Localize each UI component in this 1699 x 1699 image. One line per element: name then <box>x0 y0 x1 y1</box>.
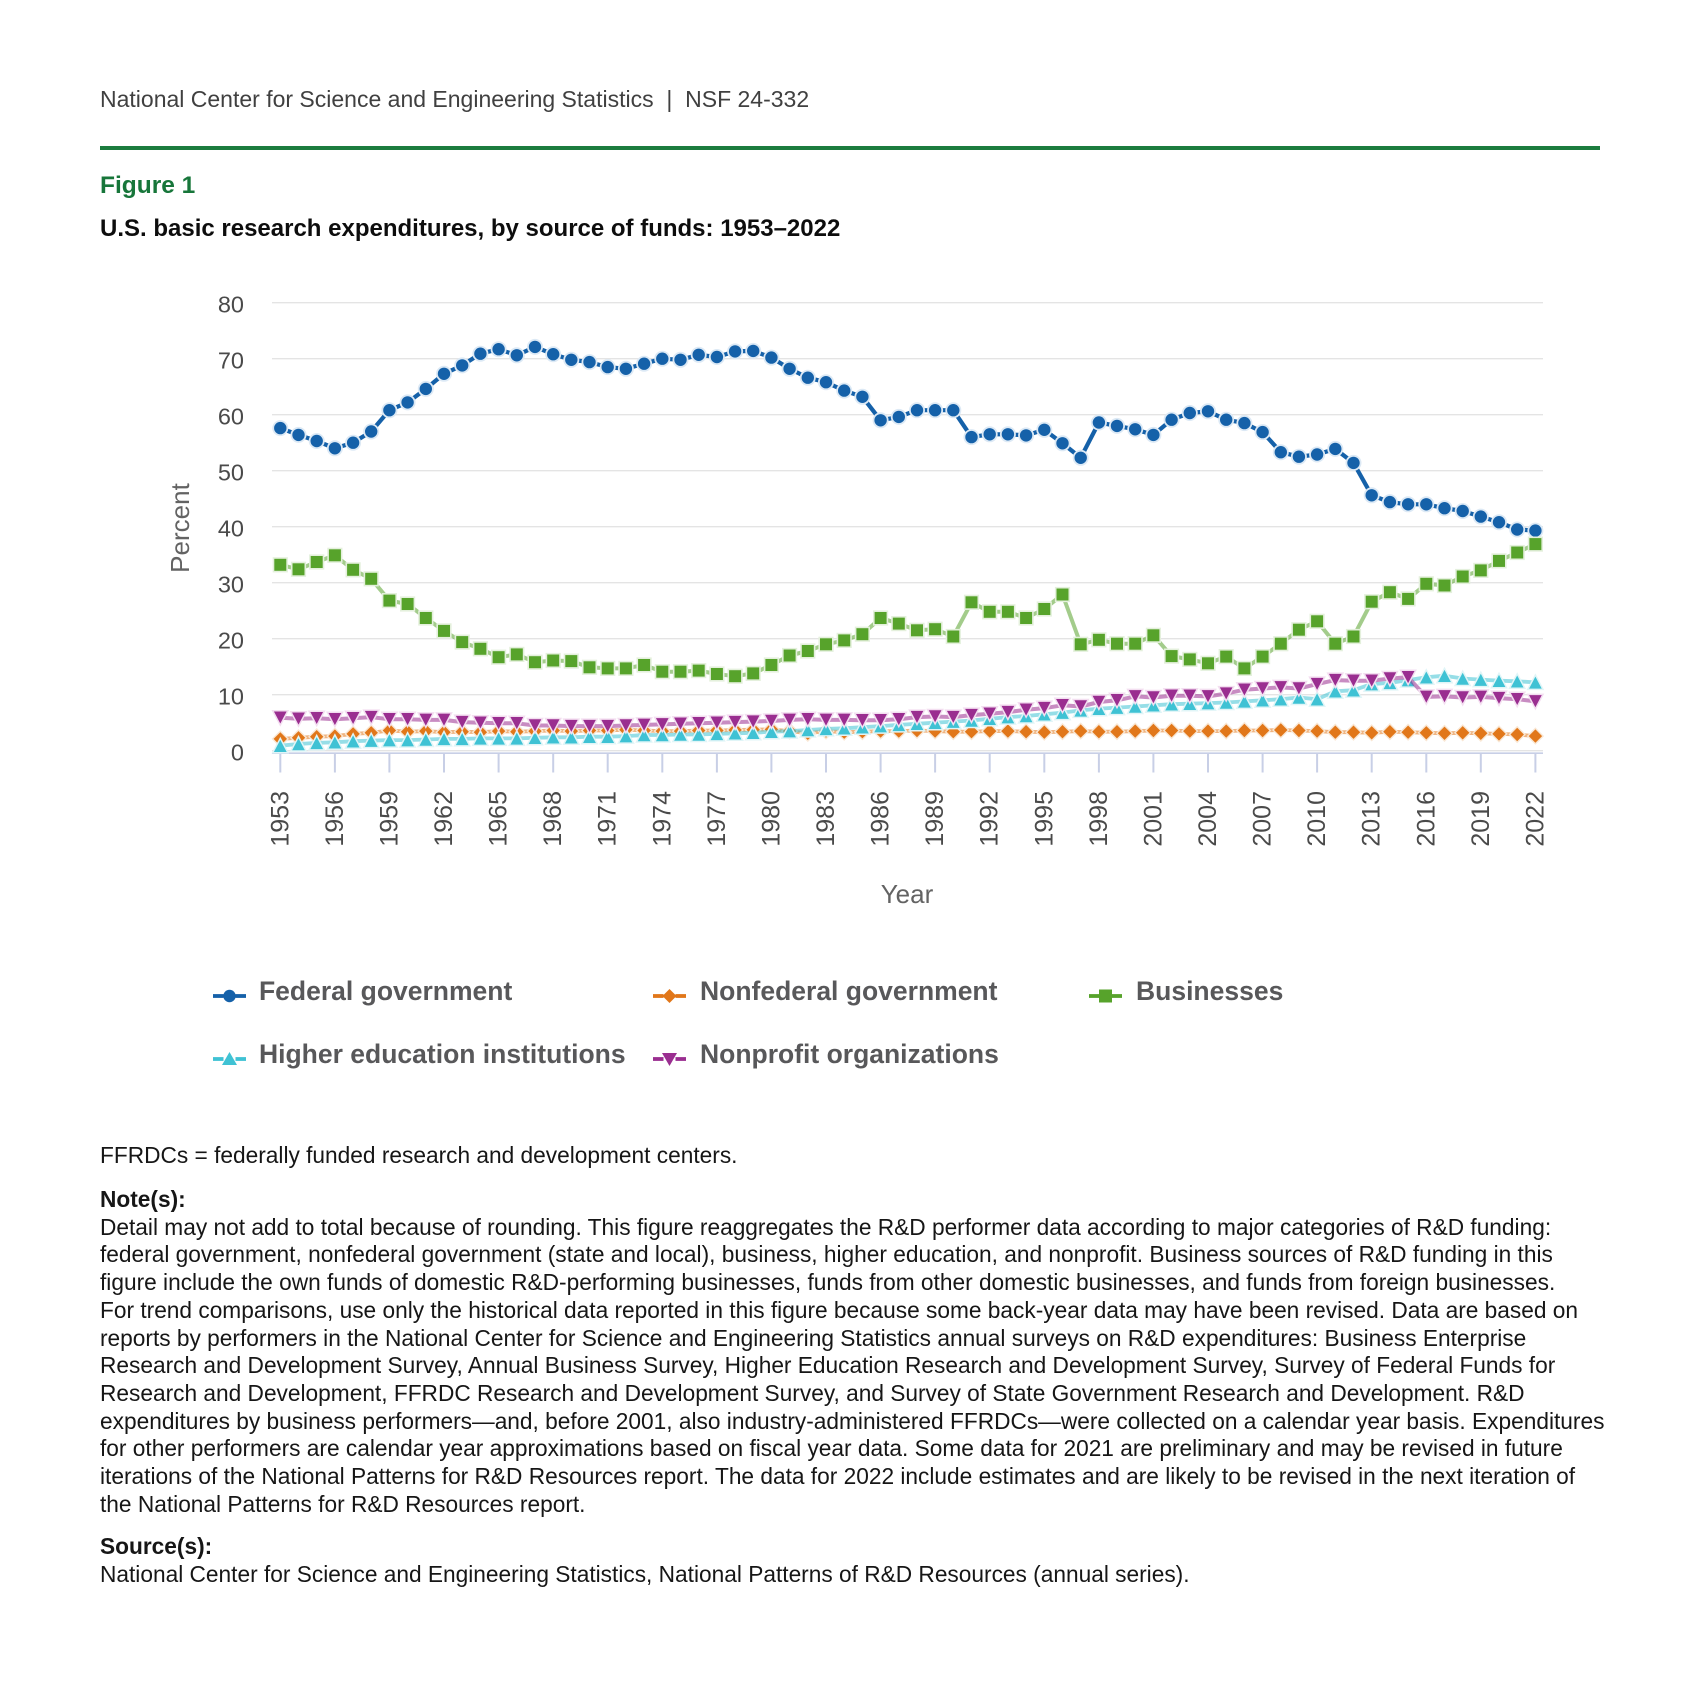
svg-text:1983: 1983 <box>812 791 840 847</box>
svg-text:1980: 1980 <box>757 791 785 847</box>
svg-text:Percent: Percent <box>165 482 195 572</box>
svg-text:1962: 1962 <box>430 791 458 847</box>
svg-text:70: 70 <box>218 348 244 374</box>
svg-text:2004: 2004 <box>1194 791 1222 847</box>
svg-text:1953: 1953 <box>266 791 294 847</box>
svg-text:1992: 1992 <box>976 791 1004 847</box>
svg-text:1968: 1968 <box>539 791 567 847</box>
svg-text:2016: 2016 <box>1412 791 1440 847</box>
svg-text:2013: 2013 <box>1358 791 1386 847</box>
svg-text:Year: Year <box>881 879 934 909</box>
svg-text:1974: 1974 <box>648 791 676 847</box>
svg-text:1977: 1977 <box>703 791 731 847</box>
svg-text:1959: 1959 <box>375 791 403 847</box>
svg-text:1956: 1956 <box>321 791 349 847</box>
svg-text:80: 80 <box>218 292 244 318</box>
svg-text:1998: 1998 <box>1085 791 1113 847</box>
svg-text:2019: 2019 <box>1467 791 1495 847</box>
svg-text:1989: 1989 <box>921 791 949 847</box>
svg-text:10: 10 <box>218 684 244 710</box>
svg-text:30: 30 <box>218 572 244 598</box>
svg-text:2022: 2022 <box>1521 791 1549 847</box>
svg-text:50: 50 <box>218 460 244 486</box>
svg-text:60: 60 <box>218 404 244 430</box>
svg-text:0: 0 <box>231 740 244 766</box>
svg-text:1995: 1995 <box>1030 791 1058 847</box>
svg-text:2010: 2010 <box>1303 791 1331 847</box>
svg-text:1971: 1971 <box>594 791 622 847</box>
svg-text:20: 20 <box>218 628 244 654</box>
svg-text:2001: 2001 <box>1139 791 1167 847</box>
svg-text:2007: 2007 <box>1249 791 1277 847</box>
svg-text:40: 40 <box>218 516 244 542</box>
svg-text:1965: 1965 <box>485 791 513 847</box>
svg-text:1986: 1986 <box>867 791 895 847</box>
